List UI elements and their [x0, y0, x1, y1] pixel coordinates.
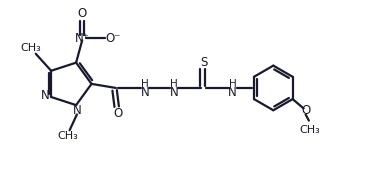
Text: CH₃: CH₃	[299, 125, 320, 135]
Text: H: H	[229, 79, 237, 89]
Text: S: S	[200, 56, 207, 69]
Text: N: N	[73, 104, 81, 117]
Text: O: O	[78, 8, 87, 20]
Text: O⁻: O⁻	[106, 32, 121, 45]
Text: CH₃: CH₃	[21, 43, 41, 53]
Text: N: N	[141, 86, 149, 98]
Text: N: N	[229, 86, 237, 98]
Text: H: H	[141, 79, 149, 89]
Text: N: N	[170, 86, 179, 98]
Text: CH₃: CH₃	[58, 131, 78, 141]
Text: N: N	[41, 89, 50, 102]
Text: O: O	[113, 107, 122, 120]
Text: H: H	[170, 79, 178, 89]
Text: O: O	[301, 104, 310, 117]
Text: N⁺: N⁺	[75, 32, 90, 45]
